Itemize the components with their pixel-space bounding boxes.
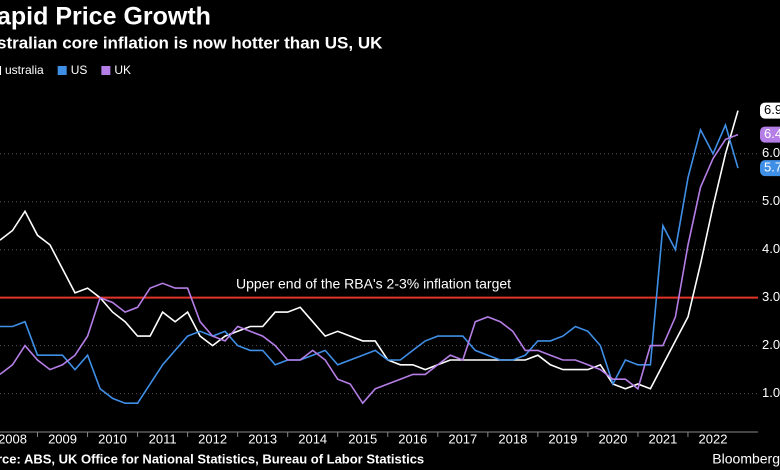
end-badge-bg [760,102,780,119]
end-label: 6.9 [764,102,780,117]
source: rce: ABS, UK Office for National Statist… [0,451,424,466]
end-badge: 6.4 [760,126,780,143]
y-tick-label: 1.0 [762,385,780,400]
legend-label: ustralia [5,63,44,77]
series-line [0,122,739,404]
x-tick-label: 2008 [0,431,27,446]
legend-swatch [0,66,1,75]
y-tick-label: 4.0 [762,241,780,256]
end-badge: 5.7 [760,160,780,177]
legend-label: UK [114,63,131,77]
chart-title: apid Price Growth [0,3,211,31]
x-tick-label: 2017 [448,431,477,446]
annotation: Upper end of the RBA's 2-3% inflation ta… [236,275,511,291]
x-tick-label: 2015 [348,431,377,446]
end-badge: 6.9 [760,102,780,119]
y-tick-label: 5.0 [762,193,780,208]
x-tick-label: 2013 [248,431,277,446]
x-tick-label: 2019 [548,431,577,446]
x-tick-label: 2012 [198,431,227,446]
x-tick-label: 2022 [699,431,728,446]
end-label: 6.4 [764,126,780,141]
series-line [0,133,739,405]
x-tick-label: 2009 [48,431,77,446]
y-tick-label: 2.0 [762,337,780,352]
legend-label: US [71,63,88,77]
y-tick-label: 3.0 [762,289,780,304]
end-badge-bg [760,160,780,177]
x-tick-label: 2021 [648,431,677,446]
x-tick-label: 2018 [498,431,527,446]
series-line [0,110,739,390]
x-tick-label: 2016 [398,431,427,446]
x-tick-label: 2010 [98,431,127,446]
x-tick-label: 2014 [298,431,327,446]
end-badge-bg [760,126,780,143]
legend-swatch [101,66,111,75]
x-tick-label: 2011 [149,431,177,446]
x-tick-label: 2020 [598,431,627,446]
y-tick-label: 6.0 [762,145,780,160]
legend-swatch [57,66,67,75]
end-label: 5.7 [764,160,780,175]
chart-subtitle: stralian core inflation is now hotter th… [0,33,383,52]
brand: Bloomberg [712,451,780,467]
